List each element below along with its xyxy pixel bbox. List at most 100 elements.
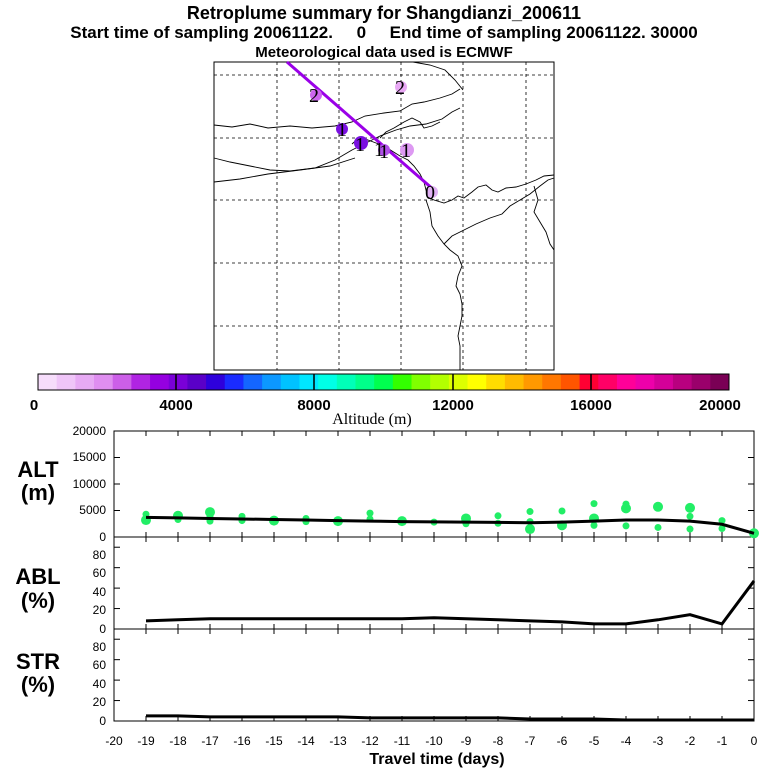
alt-data-point <box>558 507 566 515</box>
alt-tick-label: 20000 <box>73 424 107 438</box>
colorbar-cell <box>654 374 674 390</box>
abl-tick-label: 0 <box>99 622 106 636</box>
x-tick-label: -1 <box>717 734 728 748</box>
abl-tick-label: 60 <box>93 566 107 580</box>
colorbar-cell <box>131 374 151 390</box>
alt-tick-label: 5000 <box>79 503 106 517</box>
abl-series <box>145 580 756 626</box>
colorbar-cell <box>299 374 319 390</box>
alt-data-point <box>654 523 662 531</box>
colorbar-cell <box>672 374 693 390</box>
abl-tick-label: 40 <box>93 585 107 599</box>
colorbar-cell <box>336 374 356 390</box>
colorbar-cell <box>635 374 655 390</box>
colorbar-cell <box>430 374 450 390</box>
colorbar-cell <box>56 374 76 390</box>
alt-data-point <box>686 525 694 533</box>
colorbar-cell <box>392 374 413 390</box>
str-tick-label: 60 <box>93 658 107 672</box>
colorbar-tick-label: 4000 <box>159 397 192 414</box>
sampling-time-subtitle: Start time of sampling 20061122. 0 End t… <box>70 23 698 42</box>
meteorological-data-subtitle: Meteorological data used is ECMWF <box>255 44 513 61</box>
x-tick-label: -14 <box>297 734 315 748</box>
colorbar-cell <box>187 374 207 390</box>
x-tick-label: -6 <box>557 734 568 748</box>
str-y-axis: 80 60 40 20 0 <box>93 640 107 728</box>
colorbar-cell <box>206 374 226 390</box>
colorbar-cell <box>224 374 244 390</box>
colorbar-cell <box>448 374 469 390</box>
alt-mean-line <box>145 515 755 535</box>
colorbar-frame <box>37 373 730 391</box>
chart-title: Retroplume summary for Shangdianzi_20061… <box>186 3 582 23</box>
alt-y-axis: 20000 15000 10000 5000 0 <box>73 424 107 544</box>
abl-line <box>145 580 756 626</box>
str-tick-label: 40 <box>93 677 107 691</box>
x-tick-label: -4 <box>621 734 632 748</box>
cluster-marker <box>400 143 414 157</box>
alt-series <box>141 500 759 539</box>
alt-data-point <box>718 525 726 533</box>
colorbar-cell <box>112 374 132 390</box>
alt-data-point <box>366 509 374 517</box>
cluster-marker <box>310 89 322 101</box>
x-tick-label: -2 <box>685 734 696 748</box>
colorbar-cell <box>523 374 543 390</box>
alt-tick-label: 10000 <box>73 477 107 491</box>
colorbar-cell <box>262 374 282 390</box>
colorbar-cell <box>318 374 338 390</box>
colorbar-tick-label: 12000 <box>432 397 474 414</box>
alt-axis-name: ALT <box>17 457 59 482</box>
colorbar-cell <box>150 374 170 390</box>
time-series-panels: 20000 15000 10000 5000 0 80 60 40 20 0 8… <box>15 424 759 768</box>
alt-data-point <box>205 507 215 518</box>
x-tick-label: -19 <box>137 734 155 748</box>
trajectory-cluster-markers: 2 2 1 1 1 1 1 0 <box>286 60 438 204</box>
colorbar-cell <box>616 374 637 390</box>
alt-data-point <box>622 500 630 508</box>
x-tick-label: -13 <box>329 734 347 748</box>
str-tick-label: 80 <box>93 640 107 654</box>
x-tick-label: 0 <box>751 734 758 748</box>
colorbar-tick-label: 16000 <box>570 397 612 414</box>
x-tick-label: -10 <box>425 734 443 748</box>
x-tick-label: -8 <box>493 734 504 748</box>
str-series <box>146 714 754 722</box>
x-axis-ticks <box>113 430 755 722</box>
str-axis-name: STR <box>16 649 60 674</box>
map-label: 1 <box>401 140 411 162</box>
x-tick-label: -18 <box>169 734 187 748</box>
x-tick-label: -9 <box>461 734 472 748</box>
abl-tick-label: 80 <box>93 548 107 562</box>
alt-data-point <box>526 508 534 516</box>
map-label: 1 <box>337 119 347 141</box>
x-axis-tick-labels: -20 -19 -18 -17 -16 -15 -14 -13 -12 -11 -10 -9 -8 -7-… <box>105 734 757 748</box>
map-label: 1 <box>379 141 389 163</box>
colorbar-tick-label: 0 <box>30 397 38 414</box>
colorbar-cell <box>94 374 114 390</box>
cluster-marker <box>426 186 438 198</box>
alt-data-point <box>622 522 630 530</box>
map-label: 1 <box>355 134 365 156</box>
abl-panel-frame <box>113 536 755 630</box>
map-label: 1 <box>374 139 384 161</box>
colorbar-cell <box>598 374 618 390</box>
colorbar-cell <box>504 374 525 390</box>
colorbar-cell <box>710 374 730 390</box>
cluster-marker <box>378 144 390 156</box>
alt-data-point <box>590 500 598 508</box>
x-tick-label: -20 <box>105 734 123 748</box>
x-tick-label: -15 <box>265 734 283 748</box>
altitude-colorbar: 0 4000 8000 12000 16000 20000 Altitude (… <box>30 373 741 428</box>
abl-tick-label: 20 <box>93 603 107 617</box>
map-panel: 2 2 1 1 1 1 1 0 <box>213 60 555 371</box>
colorbar-cell <box>243 374 263 390</box>
x-tick-label: -5 <box>589 734 600 748</box>
colorbar-tick-label: 20000 <box>699 397 741 414</box>
map-label: 2 <box>309 85 319 107</box>
colorbar-cell <box>355 374 375 390</box>
colorbar-cell <box>579 374 599 390</box>
colorbar-cells <box>38 374 730 390</box>
colorbar-cell <box>691 374 711 390</box>
map-label: 2 <box>395 77 405 99</box>
